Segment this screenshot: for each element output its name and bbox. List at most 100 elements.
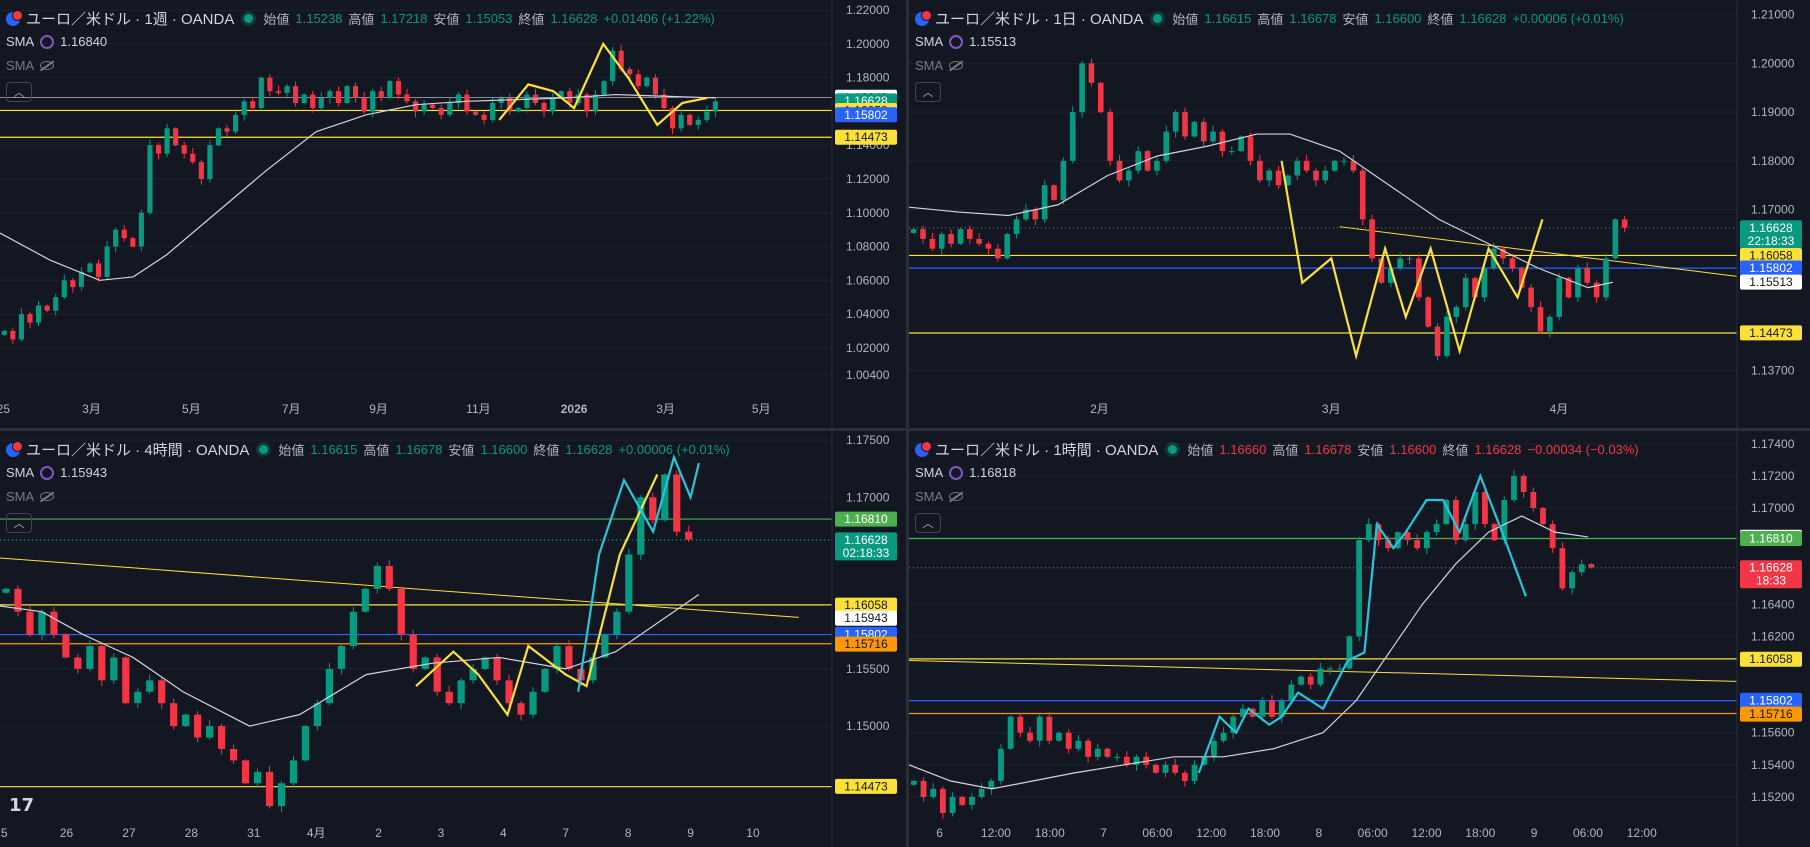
indicator-settings-icon[interactable] (949, 465, 964, 480)
candle-body (38, 611, 46, 635)
sma-indicator-2[interactable]: SMA (915, 489, 964, 504)
candle-body (1023, 209, 1029, 220)
x-axis-tick-label: 4 (500, 826, 507, 840)
candle-body (1247, 136, 1254, 161)
symbol-title[interactable]: ユーロ／米ドル · 4時間 · OANDA (26, 442, 250, 459)
candle-body (1017, 716, 1024, 733)
change-value: +0.01406 (+1.22%) (603, 11, 715, 26)
candle-body (493, 657, 501, 681)
candle-body (1126, 170, 1132, 181)
candle-body (1051, 185, 1057, 200)
chart-panel-h1[interactable]: 1.17400 1.17200 1.17000 1.16400 1.16200 1.156… (909, 431, 1810, 847)
chart-panel-daily[interactable]: 1.21000 1.20000 1.19000 1.18000 1.17000 1.137… (909, 0, 1810, 428)
hidden-eye-icon[interactable] (40, 492, 55, 501)
candle-body (1069, 112, 1076, 161)
candle-body (1453, 307, 1460, 317)
candle-body (284, 86, 290, 93)
symbol-title[interactable]: ユーロ／米ドル · 1週 · OANDA (26, 11, 235, 28)
collapse-legend-button[interactable]: ︿ (915, 82, 941, 102)
x-axis-tick-label: 31 (247, 826, 261, 840)
candle-body (1228, 151, 1235, 153)
candle-body (293, 86, 299, 104)
sma-indicator-1[interactable]: SMA 1.16840 (6, 34, 107, 49)
collapse-legend-button[interactable]: ︿ (6, 513, 32, 533)
candle-body (361, 588, 369, 612)
x-axis-tick-label: 28 (185, 826, 199, 840)
price-badge (835, 129, 897, 145)
price-badge (1740, 325, 1802, 341)
indicator-settings-icon[interactable] (949, 34, 964, 49)
candle-body (1350, 160, 1357, 171)
x-axis-tick-label: 06:00 (1573, 826, 1603, 840)
hidden-eye-icon[interactable] (949, 492, 964, 501)
candle-body (529, 691, 537, 715)
tradingview-logo-icon[interactable]: 𝟭𝟳 (9, 795, 35, 816)
candle-body (1230, 716, 1237, 733)
sma-indicator-2[interactable]: SMA (6, 489, 55, 504)
candle-body (505, 680, 513, 704)
candle-body (613, 611, 621, 635)
candle-body (301, 94, 307, 104)
currency-flag-icon (6, 9, 23, 26)
chart-panel-h4[interactable]: 1.17500 1.17000 1.15500 1.15000 1.16810 1.166… (0, 431, 906, 847)
collapse-legend-button[interactable]: ︿ (6, 82, 32, 102)
y-axis-tick-label: 1.12000 (846, 172, 890, 186)
candle-body (373, 565, 381, 589)
zigzag-line (415, 473, 659, 718)
zigzag-line (1280, 160, 1544, 361)
chart-panel-weekly[interactable]: 1.220001.200001.180001.160001.140001.120… (0, 0, 906, 428)
candle-body (1172, 764, 1179, 773)
panel-header: ユーロ／米ドル · 1時間 · OANDA 始値 1.16660 高値 1.1667… (915, 439, 1639, 460)
chart-svg-h1[interactable]: 1.17400 1.17200 1.17000 1.16400 1.16200 1.156… (909, 431, 1810, 847)
chart-svg-weekly[interactable]: 1.220001.200001.180001.160001.140001.120… (0, 0, 906, 428)
symbol-title[interactable]: ユーロ／米ドル · 1日 · OANDA (935, 11, 1144, 28)
chart-svg-daily[interactable]: 1.21000 1.20000 1.19000 1.18000 1.17000 1.137… (909, 0, 1810, 428)
candle-body (182, 714, 190, 727)
close-label: 終値 (1427, 12, 1454, 27)
candle-body (387, 81, 393, 98)
change-value: +0.00006 (+0.01%) (618, 442, 730, 457)
hidden-eye-icon[interactable] (949, 61, 964, 70)
price-badge-label: 1.16810 (844, 512, 888, 526)
candle-body (673, 474, 681, 532)
low-label: 安値 (1357, 443, 1384, 458)
sma-indicator-1[interactable]: SMA 1.16818 (915, 465, 1016, 480)
sma-indicator-1[interactable]: SMA 1.15513 (915, 34, 1016, 49)
candle-body (601, 634, 609, 658)
candle-body (44, 305, 50, 311)
candle-body (1269, 700, 1275, 717)
indicator-settings-icon[interactable] (40, 465, 55, 480)
symbol-title[interactable]: ユーロ／米ドル · 1時間 · OANDA (935, 442, 1159, 459)
y-axis-tick-label: 1.17000 (1751, 203, 1795, 217)
candle-body (1341, 160, 1347, 162)
sma-indicator-2[interactable]: SMA (915, 58, 964, 73)
sma-indicator-1[interactable]: SMA 1.15943 (6, 465, 107, 480)
x-axis-tick-label: 27 (122, 826, 136, 840)
price-badge (1740, 531, 1802, 547)
high-value: 1.16678 (1304, 442, 1352, 457)
candle-body (86, 646, 94, 669)
candle-body (637, 497, 645, 555)
horizontal-divider[interactable] (0, 428, 1810, 431)
x-axis-tick-label: 18:00 (1250, 826, 1280, 840)
close-value: 1.16628 (1459, 11, 1507, 26)
sma-indicator-2[interactable]: SMA (6, 58, 55, 73)
panel-header: ユーロ／米ドル · 1週 · OANDA 始値 1.15238 高値 1.17218… (6, 8, 715, 29)
candle-body (1385, 540, 1392, 549)
chart-svg-h4[interactable]: 1.17500 1.17000 1.15500 1.15000 1.16810 1.166… (0, 431, 906, 847)
candle-body (104, 246, 110, 277)
candle-body (122, 657, 130, 704)
candle-body (325, 668, 333, 704)
indicator-settings-icon[interactable] (40, 34, 55, 49)
candle-body (481, 114, 487, 120)
vertical-divider[interactable] (906, 0, 909, 847)
x-axis-tick-label: 9月 (369, 402, 388, 416)
candle-body (98, 646, 106, 681)
candle-body (1288, 684, 1295, 701)
hidden-eye-icon[interactable] (40, 61, 55, 70)
sma-line (0, 93, 716, 281)
candle-body (949, 796, 956, 813)
candle-body (1528, 287, 1534, 308)
collapse-legend-button[interactable]: ︿ (915, 513, 941, 533)
price-badge-label: 1.15716 (844, 637, 888, 651)
